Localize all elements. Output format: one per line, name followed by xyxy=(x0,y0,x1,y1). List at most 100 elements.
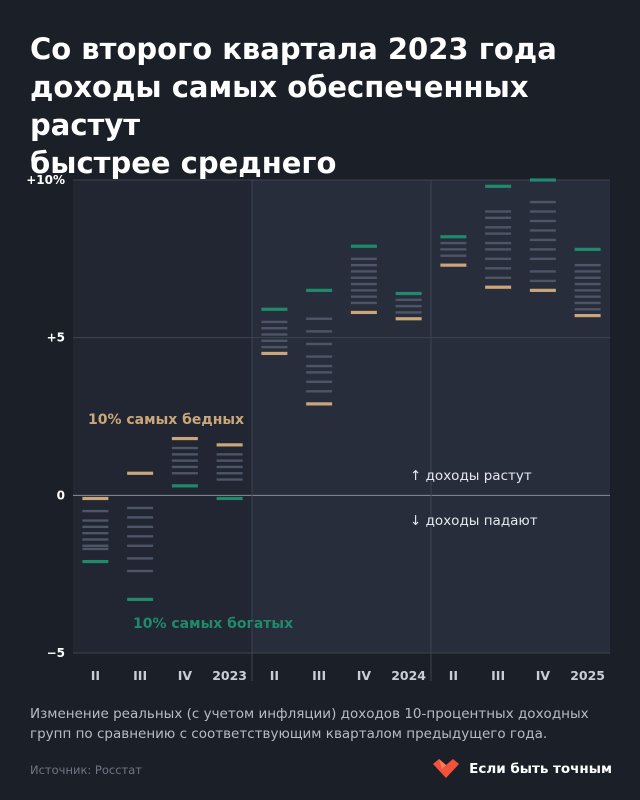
middle-group-mark xyxy=(306,355,333,358)
middle-group-mark xyxy=(306,380,333,384)
middle-group-mark xyxy=(350,295,377,298)
middle-group-mark xyxy=(171,472,198,475)
middle-group-mark xyxy=(350,301,377,305)
richest-mark xyxy=(395,291,422,296)
middle-group-mark xyxy=(216,465,243,469)
x-tick-label: II xyxy=(449,668,458,683)
chart-title: Со второго квартала 2023 года доходы сам… xyxy=(30,32,557,180)
richest-label: 10% самых богатых xyxy=(133,616,293,632)
poorest-mark xyxy=(261,351,288,356)
x-tick-label: 2024 xyxy=(391,668,426,683)
middle-group-mark xyxy=(127,506,154,510)
x-tick-label: III xyxy=(312,668,326,683)
middle-group-mark xyxy=(82,547,109,551)
annotation-up: ↑ доходы растут xyxy=(410,468,532,484)
middle-group-mark xyxy=(171,453,198,456)
richest-mark xyxy=(261,307,288,311)
middle-group-mark xyxy=(485,226,512,229)
richest-mark xyxy=(216,496,243,501)
heart-logo-icon xyxy=(433,759,460,778)
middle-group-mark xyxy=(82,544,109,547)
richest-mark xyxy=(350,244,377,248)
poorest-mark xyxy=(350,310,377,315)
chart-caption: Изменение реальных (с учетом инфляции) д… xyxy=(30,706,589,742)
middle-group-mark xyxy=(127,544,154,547)
middle-group-mark xyxy=(485,210,512,213)
middle-group-mark xyxy=(529,257,556,261)
richest-mark xyxy=(82,559,109,564)
middle-group-mark xyxy=(82,519,109,522)
middle-group-mark xyxy=(529,200,556,204)
middle-group-mark xyxy=(127,557,154,560)
middle-group-mark xyxy=(485,232,512,235)
x-tick-label: 2023 xyxy=(212,668,247,683)
middle-group-mark xyxy=(261,339,288,343)
middle-group-mark xyxy=(529,248,556,251)
middle-group-mark xyxy=(350,270,377,273)
brand: Если быть точным xyxy=(431,758,612,780)
richest-mark xyxy=(485,184,512,188)
x-tick-label: IV xyxy=(357,668,372,683)
middle-group-mark xyxy=(529,229,556,232)
middle-group-mark xyxy=(485,276,512,279)
middle-group-mark xyxy=(485,216,512,220)
x-tick-label: III xyxy=(133,668,147,683)
middle-group-mark xyxy=(574,289,601,292)
middle-group-mark xyxy=(574,270,601,273)
middle-group-mark xyxy=(485,248,512,251)
y-tick-label: −5 xyxy=(47,646,65,660)
middle-group-mark xyxy=(171,459,198,462)
poorest-mark xyxy=(529,288,556,292)
middle-group-mark xyxy=(485,267,512,270)
poorest-mark xyxy=(82,496,109,501)
poorest-mark xyxy=(216,443,243,447)
middle-group-mark xyxy=(171,465,198,469)
income-chart: +10%+50−5II III IV 2023 II III IV 2024 II III IV 20… xyxy=(26,173,610,683)
middle-group-mark xyxy=(171,446,198,450)
poorest-label: 10% самых бедных xyxy=(88,412,244,428)
middle-group-mark xyxy=(485,241,512,245)
x-tick-label: IV xyxy=(536,668,551,683)
source-note: Источник: Росстат xyxy=(30,763,142,777)
poorest-mark xyxy=(440,263,467,267)
middle-group-mark xyxy=(350,289,377,292)
richest-mark xyxy=(127,597,154,601)
middle-group-mark xyxy=(395,311,422,314)
annotation-down: ↓ доходы падают xyxy=(410,513,538,529)
middle-group-mark xyxy=(261,333,288,336)
middle-group-mark xyxy=(395,304,422,308)
x-tick-label: II xyxy=(91,668,100,683)
richest-mark xyxy=(529,178,556,182)
richest-mark xyxy=(574,247,601,251)
middle-group-mark xyxy=(127,569,154,573)
middle-group-mark xyxy=(529,238,556,242)
brand-name: Если быть точным xyxy=(469,761,612,777)
richest-mark xyxy=(306,288,333,292)
middle-group-mark xyxy=(82,531,109,535)
x-tick-label: II xyxy=(270,668,279,683)
middle-group-mark xyxy=(574,301,601,305)
middle-group-mark xyxy=(127,535,154,538)
middle-group-mark xyxy=(440,248,467,251)
middle-group-mark xyxy=(529,270,556,273)
middle-group-mark xyxy=(395,298,422,302)
poorest-mark xyxy=(127,471,154,475)
middle-group-mark xyxy=(82,509,109,513)
y-tick-label: 0 xyxy=(57,488,65,502)
poorest-mark xyxy=(171,436,198,441)
middle-group-mark xyxy=(485,257,512,261)
x-tick-label: 2025 xyxy=(570,668,605,683)
poorest-mark xyxy=(574,313,601,318)
middle-group-mark xyxy=(350,276,377,279)
richest-mark xyxy=(440,235,467,239)
middle-group-mark xyxy=(216,453,243,456)
middle-group-mark xyxy=(306,342,333,346)
poorest-mark xyxy=(485,285,512,289)
middle-group-mark xyxy=(216,472,243,475)
middle-group-mark xyxy=(82,525,109,529)
middle-group-mark xyxy=(529,219,556,223)
middle-group-mark xyxy=(574,263,601,267)
middle-group-mark xyxy=(350,257,377,261)
poorest-mark xyxy=(395,317,422,321)
middle-group-mark xyxy=(261,327,288,330)
